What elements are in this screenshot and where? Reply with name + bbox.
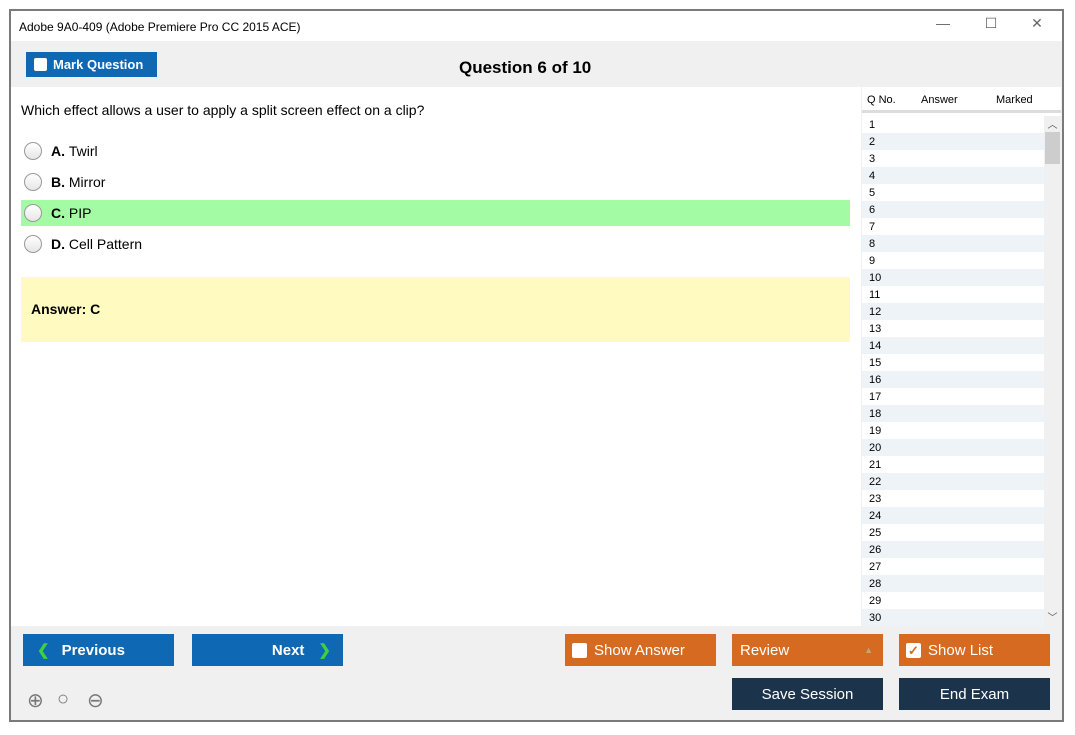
mark-question-label: Mark Question <box>53 57 144 72</box>
scroll-up-icon[interactable]: ︿ <box>1047 120 1058 131</box>
next-label: Next <box>271 641 305 659</box>
header-qno[interactable]: Q No. <box>867 94 896 106</box>
review-label: Review <box>740 641 790 659</box>
list-row[interactable]: 2 <box>862 133 1044 150</box>
next-button[interactable]: Next ❯ <box>192 634 343 666</box>
mark-question-button[interactable]: Mark Question <box>26 52 157 77</box>
list-row[interactable]: 11 <box>869 289 881 301</box>
question-list: Q No. Answer Marked 1 2 3 4 5 6 7 8 9 10 11 12 13 14 1… <box>862 87 1061 626</box>
checkmark-icon: ✓ <box>906 642 921 658</box>
list-row[interactable]: 3 <box>869 153 876 165</box>
maximize-button[interactable]: ☐ <box>984 15 998 31</box>
option-text: Cell Pattern <box>68 236 143 252</box>
option-a[interactable]: A. Twirl <box>21 138 850 164</box>
list-row[interactable]: 17 <box>869 391 882 403</box>
list-row[interactable]: 21 <box>869 459 882 471</box>
option-c[interactable]: C. PIP <box>21 200 850 226</box>
radio-icon[interactable] <box>24 173 42 191</box>
show-list-label: Show List <box>928 641 994 659</box>
show-list-button[interactable]: ✓ Show List <box>899 634 1050 666</box>
list-row[interactable]: 23 <box>869 493 882 505</box>
option-letter: D. <box>51 236 65 252</box>
list-row[interactable]: 10 <box>862 269 1044 286</box>
list-row[interactable]: 12 <box>862 303 1044 320</box>
title-bar: Adobe 9A0-409 (Adobe Premiere Pro CC 201… <box>11 11 1062 41</box>
list-row[interactable]: 25 <box>869 527 882 539</box>
list-row[interactable]: 4 <box>862 167 1044 184</box>
show-answer-label: Show Answer <box>594 641 685 659</box>
app-window: Adobe 9A0-409 (Adobe Premiere Pro CC 201… <box>9 9 1064 722</box>
option-text: PIP <box>68 205 92 221</box>
list-row[interactable]: 15 <box>869 357 882 369</box>
minimize-button[interactable]: — <box>936 15 950 31</box>
chevron-left-icon: ❮ <box>37 642 50 659</box>
list-row[interactable]: 26 <box>862 541 1044 558</box>
chevron-right-icon: ❯ <box>318 642 331 659</box>
option-b[interactable]: B. Mirror <box>21 169 850 195</box>
scroll-thumb[interactable] <box>1045 132 1060 164</box>
list-row[interactable]: 27 <box>869 561 882 573</box>
list-row[interactable]: 30 <box>862 609 1044 626</box>
zoom-reset-icon[interactable]: ○ <box>57 688 70 710</box>
radio-icon[interactable] <box>24 235 42 253</box>
close-button[interactable]: ✕ <box>1031 15 1043 31</box>
option-letter: C. <box>51 205 65 221</box>
option-d[interactable]: D. Cell Pattern <box>21 231 850 257</box>
save-session-button[interactable]: Save Session <box>732 678 883 710</box>
list-row[interactable]: 5 <box>869 187 876 199</box>
show-answer-button[interactable]: Show Answer <box>565 634 716 666</box>
question-counter: Question 6 of 10 <box>459 58 592 77</box>
radio-icon[interactable] <box>24 204 42 222</box>
radio-icon[interactable] <box>24 142 42 160</box>
window-title: Adobe 9A0-409 (Adobe Premiere Pro CC 201… <box>19 20 301 34</box>
header-answer[interactable]: Answer <box>921 94 958 106</box>
list-row[interactable]: 28 <box>862 575 1044 592</box>
option-letter: B. <box>51 174 65 190</box>
end-exam-button[interactable]: End Exam <box>899 678 1050 710</box>
list-row[interactable]: 19 <box>869 425 882 437</box>
list-rows: 1 2 3 4 5 6 7 8 9 10 11 12 13 14 15 16 17 18 19 20 21 22 23 24 2… <box>862 116 1044 626</box>
checkbox-icon <box>34 58 47 71</box>
scroll-down-icon[interactable]: ﹀ <box>1047 613 1058 624</box>
list-row[interactable]: 24 <box>862 507 1044 524</box>
list-row[interactable]: 8 <box>862 235 1044 252</box>
toolbar: Mark Question Question 6 of 10 <box>11 41 1062 87</box>
list-row[interactable]: 18 <box>862 405 1044 422</box>
zoom-in-icon[interactable]: ⊕ <box>27 690 44 712</box>
list-row[interactable]: 13 <box>869 323 882 335</box>
header-marked[interactable]: Marked <box>996 94 1033 106</box>
review-dropdown[interactable]: Review ▲ <box>732 634 883 666</box>
question-text: Which effect allows a user to apply a sp… <box>21 102 425 118</box>
checkbox-icon <box>572 642 587 658</box>
triangle-up-icon: ▲ <box>864 645 873 655</box>
list-row[interactable]: 20 <box>862 439 1044 456</box>
answer-box: Answer: C <box>21 277 850 342</box>
list-row[interactable]: 1 <box>869 119 876 131</box>
list-row[interactable]: 6 <box>862 201 1044 218</box>
previous-label: Previous <box>61 641 125 659</box>
list-header: Q No. Answer Marked <box>862 87 1061 113</box>
scrollbar[interactable]: ︿ ﹀ <box>1044 116 1061 626</box>
list-row[interactable]: 14 <box>862 337 1044 354</box>
list-row[interactable]: 9 <box>869 255 876 267</box>
list-row[interactable]: 22 <box>862 473 1044 490</box>
option-letter: A. <box>51 143 65 159</box>
previous-button[interactable]: ❮ Previous <box>23 634 174 666</box>
question-panel: Which effect allows a user to apply a sp… <box>11 87 861 626</box>
zoom-out-icon[interactable]: ⊖ <box>87 690 104 712</box>
option-text: Twirl <box>68 143 98 159</box>
option-text: Mirror <box>68 174 106 190</box>
list-row[interactable]: 7 <box>869 221 876 233</box>
list-row[interactable]: 16 <box>862 371 1044 388</box>
list-row[interactable]: 29 <box>869 595 882 607</box>
